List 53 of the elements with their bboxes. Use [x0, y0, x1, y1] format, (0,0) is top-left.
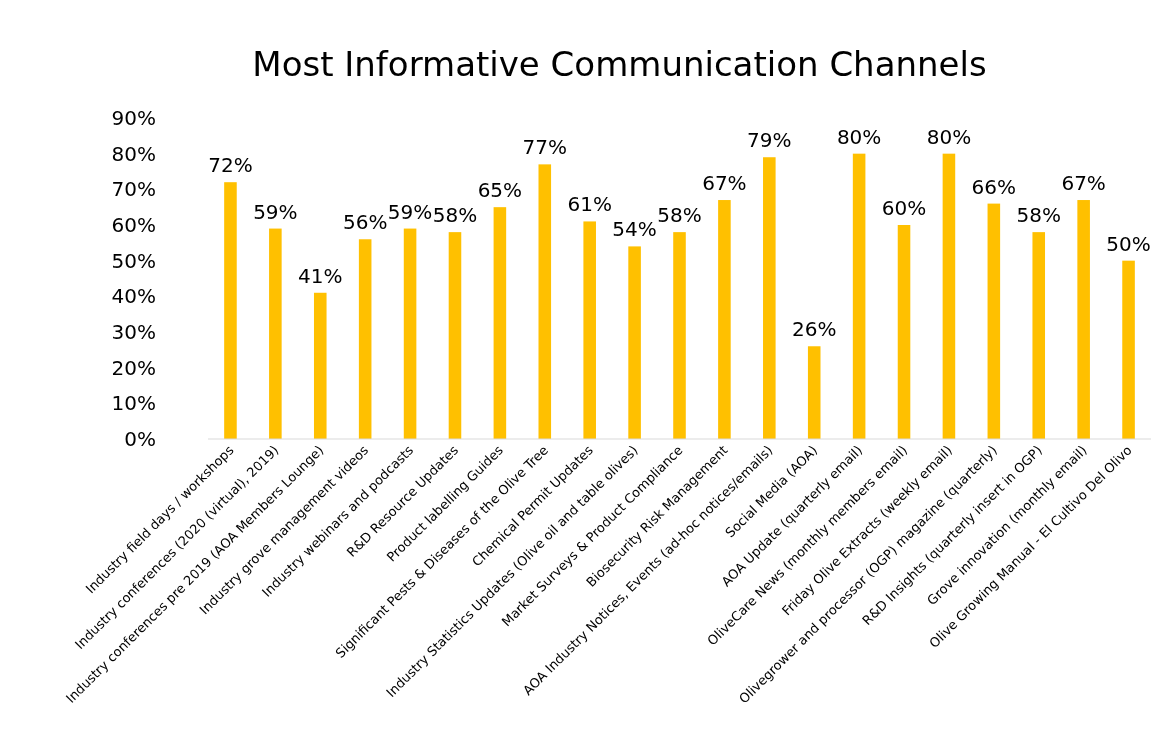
bar	[583, 221, 596, 439]
data-label: 58%	[432, 203, 478, 228]
data-label: 61%	[567, 192, 612, 217]
data-label: 50%	[1106, 231, 1151, 256]
data-label: 60%	[881, 196, 927, 220]
bar	[1077, 200, 1090, 439]
y-tick-label: 70%	[111, 177, 156, 202]
bar	[538, 164, 552, 439]
y-tick-label: 50%	[111, 248, 156, 273]
bar	[942, 153, 956, 439]
bar	[673, 232, 686, 439]
data-label: 72%	[208, 153, 253, 178]
data-label: 26%	[791, 317, 837, 342]
data-label: 58%	[657, 203, 702, 228]
data-label: 65%	[477, 178, 523, 203]
data-label: 67%	[1061, 171, 1106, 196]
y-tick-label: 10%	[111, 391, 156, 416]
data-label: 59%	[253, 199, 298, 224]
data-label: 80%	[926, 124, 972, 149]
data-label: 54%	[612, 217, 657, 242]
y-tick-label: 60%	[111, 213, 156, 237]
y-tick-label: 0%	[124, 427, 156, 451]
bar	[358, 239, 372, 439]
bar	[897, 225, 911, 439]
data-label: 77%	[522, 135, 568, 160]
data-label: 67%	[702, 171, 747, 196]
bar	[807, 346, 821, 439]
bar	[1122, 260, 1135, 439]
bar	[718, 200, 731, 439]
bar	[313, 292, 327, 439]
y-tick-label: 40%	[111, 284, 156, 309]
bar	[763, 157, 776, 439]
data-label: 58%	[1016, 203, 1061, 228]
data-label: 56%	[342, 210, 388, 235]
data-label: 79%	[747, 128, 792, 153]
bar	[493, 207, 507, 439]
data-label: 80%	[836, 124, 882, 149]
chart-title: Most Informative Communication Channels	[252, 44, 987, 84]
data-label: 66%	[971, 174, 1017, 199]
y-tick-label: 30%	[111, 320, 156, 344]
bar	[224, 182, 237, 439]
bar	[403, 228, 417, 439]
y-tick-label: 90%	[111, 106, 156, 130]
y-tick-label: 80%	[111, 141, 156, 166]
bar	[987, 203, 1001, 439]
bar	[1032, 232, 1046, 439]
data-label: 41%	[298, 263, 343, 288]
y-tick-label: 20%	[111, 355, 156, 380]
bar	[448, 232, 462, 439]
bar	[269, 228, 282, 439]
bar	[628, 246, 641, 439]
data-label: 59%	[387, 199, 433, 224]
bar	[852, 153, 866, 439]
